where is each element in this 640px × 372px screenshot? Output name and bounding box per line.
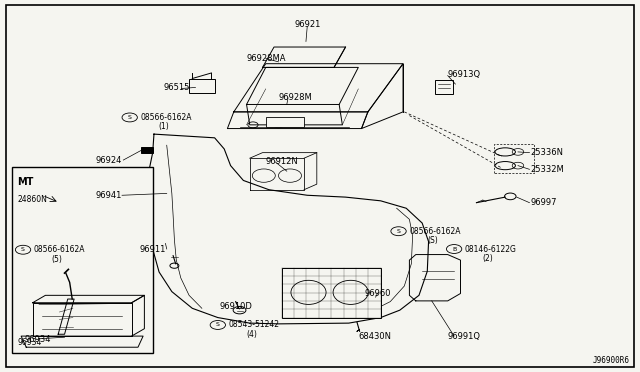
Text: (S): (S) [428,236,438,245]
Bar [266,118,304,127]
Bar [12,167,153,353]
Text: 68430N: 68430N [358,331,391,341]
Text: 96515: 96515 [164,83,190,92]
Text: 08566-6162A: 08566-6162A [410,227,461,236]
Text: 96910D: 96910D [219,302,252,311]
Bar [282,267,381,318]
Text: 96912N: 96912N [266,157,298,166]
Text: (4): (4) [246,330,257,339]
Text: 08146-6122G: 08146-6122G [465,244,517,253]
Text: 96997: 96997 [531,198,557,207]
Text: 96934: 96934 [17,338,42,347]
Text: 08566-6162A: 08566-6162A [141,113,192,122]
Text: 96941: 96941 [95,191,122,200]
Text: 25332M: 25332M [531,165,564,174]
Text: 08543-51242: 08543-51242 [228,321,280,330]
Text: S: S [216,323,220,327]
Text: (2): (2) [483,254,493,263]
Text: 96911: 96911 [140,244,166,253]
Text: S: S [128,115,132,120]
Text: S: S [397,229,401,234]
Text: 96924: 96924 [95,155,122,164]
Text: 96991Q: 96991Q [448,331,481,341]
Text: 96960: 96960 [365,289,391,298]
Text: MT: MT [17,177,34,187]
Text: 96921: 96921 [294,20,321,29]
Text: S: S [21,247,25,252]
Text: (5): (5) [52,254,63,263]
Text: 25336N: 25336N [531,148,564,157]
Text: 24860N: 24860N [17,195,47,204]
Text: 96928MA: 96928MA [246,54,286,62]
Text: 96928M: 96928M [278,93,312,102]
Bar [141,147,153,153]
Text: 96934: 96934 [25,335,51,344]
Bar [189,78,214,93]
Text: J96900R6: J96900R6 [593,356,630,365]
Text: 08566-6162A: 08566-6162A [34,245,85,254]
Text: B: B [452,247,456,251]
Text: 96913Q: 96913Q [448,70,481,79]
Text: (1): (1) [159,122,169,131]
Bar [435,80,453,94]
